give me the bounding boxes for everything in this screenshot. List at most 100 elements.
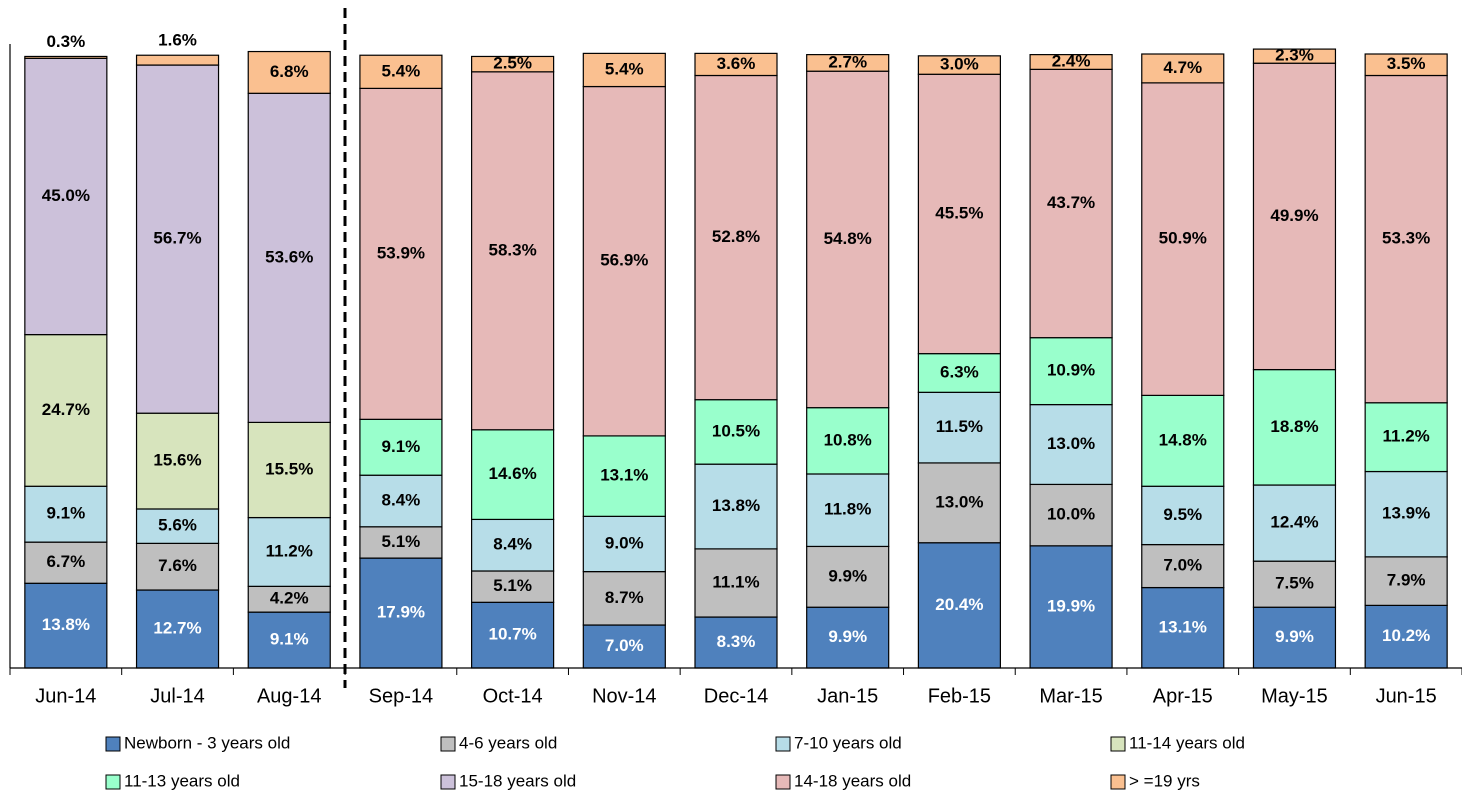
value-label: 58.3%	[489, 240, 537, 259]
legend-label: 4-6 years old	[459, 733, 557, 752]
value-label: 56.7%	[153, 229, 201, 248]
value-label: 5.1%	[382, 532, 421, 551]
bar-segment	[135, 64, 220, 414]
legend-swatch	[1110, 736, 1126, 752]
bar-segment	[24, 57, 108, 336]
value-label: 11.5%	[936, 417, 983, 436]
bar-segment	[24, 55, 108, 59]
value-label: 1.6%	[158, 31, 197, 50]
legend-swatch	[440, 736, 456, 752]
value-label: 11.2%	[266, 541, 313, 560]
value-label: 5.1%	[493, 576, 532, 595]
value-label: 0.3%	[46, 32, 85, 51]
bar-segment	[24, 333, 108, 487]
value-label: 14.6%	[489, 464, 537, 483]
value-label: 7.6%	[158, 556, 197, 575]
legend-swatch	[105, 774, 121, 790]
bar-segment	[1252, 368, 1337, 486]
bar-segment	[1252, 62, 1337, 371]
legend-swatch	[775, 736, 791, 752]
bar-segment	[1252, 484, 1337, 562]
legend-label: 11-13 years old	[124, 771, 240, 790]
x-tick-label: Jul-14	[150, 685, 204, 707]
bar-segment	[471, 55, 555, 73]
value-label: 17.9%	[377, 603, 425, 622]
bar-segment	[471, 71, 555, 431]
legend-swatch	[105, 736, 121, 752]
bar-segment	[694, 74, 778, 401]
bar-segment	[135, 412, 220, 510]
value-label: 11.1%	[712, 572, 759, 591]
bar-segment	[582, 52, 666, 88]
bar-segment	[1364, 53, 1448, 77]
legend-swatch	[775, 774, 791, 790]
bar-segment	[694, 52, 778, 77]
value-label: 45.0%	[42, 186, 90, 205]
value-label: 18.8%	[1270, 417, 1318, 436]
x-tick-label: Mar-15	[1039, 685, 1102, 707]
value-label: 8.4%	[382, 490, 421, 509]
bar-segment	[247, 92, 331, 424]
value-label: 9.1%	[46, 504, 85, 523]
bar-segment	[694, 548, 778, 618]
value-label: 24.7%	[42, 400, 90, 419]
bar-segment	[1029, 54, 1113, 70]
bar-segment	[247, 516, 331, 587]
x-tick-label: Nov-14	[592, 685, 656, 707]
value-label: 13.9%	[1382, 504, 1430, 523]
bar-segment	[1029, 545, 1113, 669]
bar-segment	[917, 542, 1001, 669]
legend-label: 14-18 years old	[794, 771, 911, 790]
value-label: 15.6%	[153, 451, 201, 470]
value-label: 19.9%	[1047, 596, 1095, 615]
value-label: 9.1%	[270, 630, 309, 649]
bar-segment	[359, 418, 443, 476]
bar-segment	[694, 399, 778, 465]
value-label: 5.4%	[382, 61, 421, 80]
value-label: 7.5%	[1275, 574, 1314, 593]
value-label: 10.2%	[1382, 626, 1430, 645]
value-label: 7.0%	[605, 636, 644, 655]
bar-segment	[135, 508, 220, 544]
value-label: 3.6%	[717, 54, 756, 73]
bar-segment	[1141, 82, 1225, 396]
value-label: 53.9%	[377, 243, 425, 262]
x-tick-label: Apr-15	[1153, 685, 1213, 707]
value-label: 53.6%	[265, 247, 313, 266]
value-label: 53.3%	[1382, 229, 1430, 248]
bar-segment	[1141, 53, 1225, 84]
legend-label: Newborn - 3 years old	[124, 733, 290, 752]
bar-segment	[917, 391, 1001, 464]
bar-segment	[1364, 74, 1448, 404]
value-label: 9.9%	[1275, 627, 1314, 646]
value-label: 10.8%	[824, 430, 872, 449]
bar-segment	[806, 545, 890, 608]
value-label: 13.8%	[712, 496, 760, 515]
bar-segment	[582, 515, 666, 573]
bar-segment	[917, 55, 1001, 75]
legend-swatch	[1110, 774, 1126, 790]
value-label: 9.9%	[828, 627, 867, 646]
x-tick-label: May-15	[1261, 685, 1328, 707]
bar-segment	[694, 463, 778, 550]
value-label: 10.0%	[1047, 505, 1095, 524]
value-label: 8.4%	[493, 535, 532, 554]
value-label: 54.8%	[824, 229, 872, 248]
value-label: 4.7%	[1163, 58, 1202, 77]
bar-segment	[1252, 48, 1337, 64]
value-label: 45.5%	[935, 203, 983, 222]
legend-label: 15-18 years old	[459, 771, 576, 790]
value-label: 6.3%	[940, 362, 979, 381]
value-label: 43.7%	[1047, 193, 1095, 212]
x-tick-label: Oct-14	[483, 685, 543, 707]
value-label: 10.5%	[712, 421, 760, 440]
x-tick-label: Jun-14	[35, 685, 96, 707]
value-label: 9.9%	[828, 566, 867, 585]
value-label: 13.1%	[1159, 617, 1207, 636]
bar-segment	[1364, 470, 1448, 558]
bar-segment	[471, 429, 555, 521]
value-label: 9.0%	[605, 533, 644, 552]
bar-segment	[247, 421, 331, 519]
bar-segment	[24, 541, 108, 584]
value-label: 2.3%	[1275, 46, 1314, 65]
